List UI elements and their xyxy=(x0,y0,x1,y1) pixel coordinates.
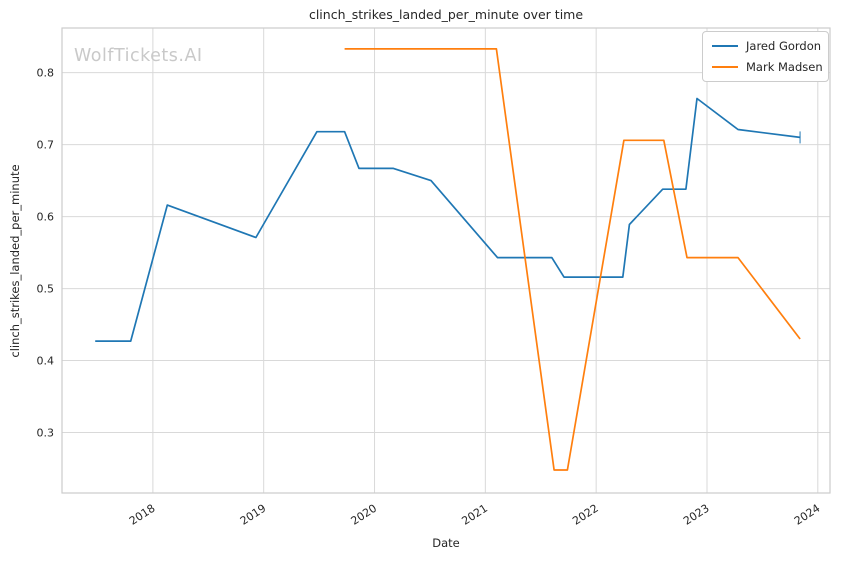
y-tick-label: 0.8 xyxy=(37,67,55,80)
chart-title: clinch_strikes_landed_per_minute over ti… xyxy=(308,7,584,22)
y-tick-label: 0.7 xyxy=(37,139,55,152)
series-line-mark-madsen xyxy=(344,48,801,471)
x-tick-label: 2020 xyxy=(349,502,380,528)
legend-item: Mark Madsen xyxy=(712,60,823,74)
x-tick-label: 2022 xyxy=(570,502,601,528)
x-axis-label: Date xyxy=(432,536,460,550)
legend-swatch-orange-line xyxy=(712,66,738,68)
x-tick-label: 2019 xyxy=(238,502,269,528)
legend-label: Jared Gordon xyxy=(746,39,822,53)
legend-item: Jared Gordon xyxy=(712,39,822,53)
y-axis-label: clinch_strikes_landed_per_minute xyxy=(8,164,22,358)
plot-background xyxy=(62,28,830,493)
y-tick-label: 0.5 xyxy=(37,283,55,296)
watermark: WolfTickets.AI xyxy=(74,46,203,66)
series-line-jared-gordon xyxy=(95,97,801,342)
x-tick-label: 2024 xyxy=(792,502,823,528)
x-tick-label: 2021 xyxy=(459,502,490,528)
plot-border xyxy=(61,27,831,494)
y-tick-label: 0.6 xyxy=(37,211,55,224)
y-tick-label: 0.3 xyxy=(37,427,55,440)
x-tick-label: 2018 xyxy=(127,502,158,528)
legend-swatch-blue-line xyxy=(712,45,738,47)
legend-label: Mark Madsen xyxy=(746,60,823,74)
legend: Jared Gordon Mark Madsen xyxy=(702,31,829,82)
y-tick-label: 0.4 xyxy=(37,355,55,368)
x-tick-label: 2023 xyxy=(681,502,712,528)
